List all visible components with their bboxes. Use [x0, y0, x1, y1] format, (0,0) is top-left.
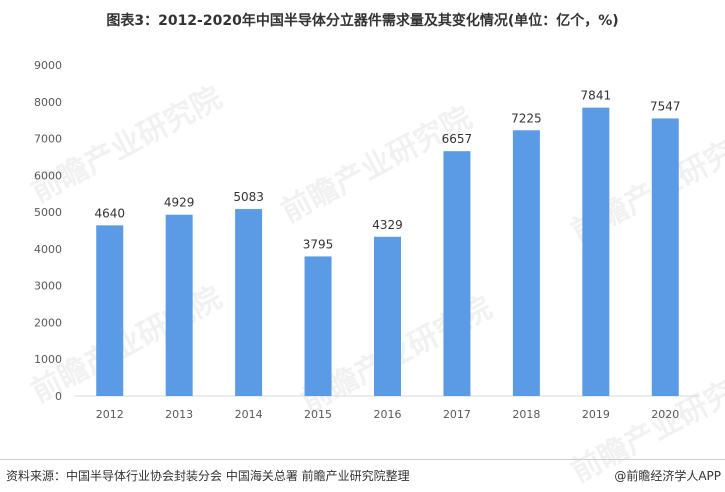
bar [96, 225, 124, 396]
y-tick-label: 9000 [34, 59, 62, 72]
data-labels: 4640 4929 5083 3795 4329 6657 7225 7841 7547 [94, 89, 680, 252]
bar [512, 130, 540, 396]
x-tick-label: 2019 [582, 408, 610, 421]
x-tick-label: 2018 [512, 408, 540, 421]
data-label: 3795 [303, 237, 334, 251]
y-tick-label: 6000 [34, 169, 62, 182]
bar [443, 151, 471, 396]
bar [235, 209, 263, 396]
x-axis: 2012 2013 2014 2015 2016 2017 2018 2019 2020 [96, 408, 680, 421]
y-tick-label: 1000 [34, 353, 62, 366]
y-tick-label: 2000 [34, 316, 62, 329]
data-label: 4329 [372, 218, 403, 232]
y-tick-label: 0 [55, 390, 62, 403]
y-axis: 0 1000 2000 3000 4000 5000 6000 7000 8000 9000 [34, 59, 62, 403]
chart-title: 图表3：2012-2020年中国半导体分立器件需求量及其变化情况(单位：亿个，%… [106, 13, 619, 29]
bar-chart: 0 1000 2000 3000 4000 5000 6000 7000 8000 9000 46… [34, 59, 700, 421]
data-label: 6657 [442, 132, 473, 146]
data-label: 7841 [581, 89, 612, 103]
x-tick-label: 2020 [651, 408, 679, 421]
x-tick-label: 2016 [374, 408, 402, 421]
bar [304, 256, 332, 396]
source-note: 资料来源：中国半导体行业协会封装分会 中国海关总署 前瞻产业研究院整理 [6, 469, 410, 483]
y-tick-label: 3000 [34, 280, 62, 293]
data-label: 7547 [650, 99, 681, 113]
y-tick-label: 5000 [34, 206, 62, 219]
bar [374, 236, 401, 396]
data-label: 4640 [94, 206, 125, 220]
bar [582, 107, 610, 397]
bar [651, 118, 679, 396]
y-tick-label: 8000 [34, 96, 62, 109]
brand-credit: @前瞻经济学人APP [614, 469, 721, 483]
y-tick-label: 4000 [34, 243, 62, 256]
bar-series [96, 107, 679, 397]
x-tick-label: 2013 [165, 408, 193, 421]
x-tick-label: 2014 [235, 408, 263, 421]
footer: 资料来源：中国半导体行业协会封装分会 中国海关总署 前瞻产业研究院整理 @前瞻经… [0, 459, 725, 492]
x-tick-label: 2017 [443, 408, 471, 421]
data-label: 5083 [233, 190, 264, 204]
x-tick-label: 2012 [96, 408, 124, 421]
y-tick-label: 7000 [34, 133, 62, 146]
x-tick-label: 2015 [304, 408, 332, 421]
data-label: 7225 [511, 111, 542, 125]
data-label: 4929 [164, 196, 195, 210]
bar [165, 214, 193, 396]
